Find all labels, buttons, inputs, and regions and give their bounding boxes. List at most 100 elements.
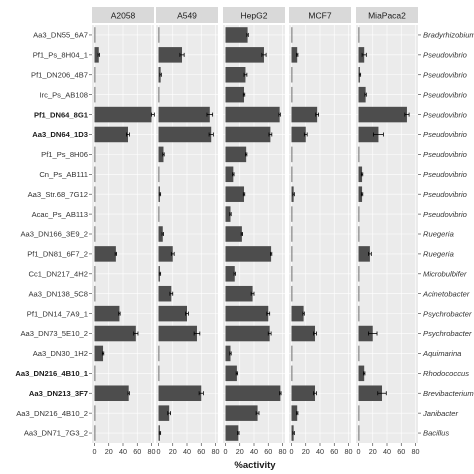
strain-label: Aa3_DN30_1H2	[33, 349, 88, 358]
bar-hepg2-18	[225, 385, 281, 402]
x-tick-label: 80	[148, 447, 156, 456]
bar-hepg2-13	[225, 285, 253, 302]
bar-mcf7-2	[291, 66, 293, 83]
bar-hepg2-3	[225, 86, 245, 103]
bar-mcf7-6	[291, 146, 293, 163]
strain-label: Aa3_DN73_5E10_2	[20, 329, 88, 338]
bar-a2058-17	[94, 365, 96, 382]
bar-hepg2-11	[225, 246, 272, 262]
bar-mcf7-7	[291, 166, 293, 183]
strain-label: Aa3_DN216_4B10_1	[15, 369, 88, 378]
genus-label: Microbulbifer	[423, 270, 467, 279]
x-tick-label: 0	[93, 447, 97, 456]
bar-a549-3	[158, 86, 160, 103]
x-tick-label: 80	[412, 447, 420, 456]
genus-label: Psychrobacter	[423, 309, 472, 318]
bar-hepg2-20	[225, 425, 239, 441]
facet-label: HepG2	[241, 11, 268, 21]
bar-miapaca2-20	[358, 425, 360, 441]
bar-miapaca2-9	[358, 206, 360, 222]
panel-hepg2: HepG2 0 20 40 60 80	[223, 7, 287, 456]
facet-strip	[92, 7, 154, 23]
bar-miapaca2-7	[358, 166, 363, 183]
strain-label: Aa3_DN138_5C8	[28, 289, 88, 298]
bar-a2058-6	[94, 146, 96, 163]
strain-label: Aa3_Str.68_7G12	[28, 190, 88, 199]
facet-strip	[223, 7, 285, 23]
bar-mcf7-3	[291, 86, 293, 103]
bar-miapaca2-13	[358, 285, 360, 302]
bar-mcf7-19	[291, 405, 298, 421]
strain-label: Aa3_DN213_3F7	[29, 389, 88, 398]
bar-mcf7-17	[291, 365, 293, 382]
genus-label: Pseudovibrio	[423, 210, 467, 219]
panel-a549: A549 0 20 40 60 80	[156, 7, 220, 456]
strain-label: Pf1_DN206_4B7	[31, 70, 88, 79]
facet-strip	[289, 7, 351, 23]
facet-label: MiaPaca2	[368, 11, 406, 21]
bar-mcf7-10	[291, 226, 293, 242]
genus-label: Pseudovibrio	[423, 70, 467, 79]
genus-label: Pseudovibrio	[423, 150, 467, 159]
bar-a2058-11	[94, 246, 116, 262]
bar-a2058-15	[94, 325, 136, 342]
bar-a549-4	[158, 106, 210, 123]
genus-label: Brevibacterium	[423, 389, 474, 398]
bar-mcf7-5	[291, 126, 306, 143]
strain-label: Pf1_DN14_7A9_1	[27, 309, 88, 318]
bar-mcf7-11	[291, 246, 293, 262]
bar-mcf7-18	[291, 385, 316, 402]
bar-a2058-9	[94, 206, 96, 222]
bar-a2058-10	[94, 226, 96, 242]
bar-mcf7-16	[291, 345, 293, 362]
bar-a2058-13	[94, 285, 96, 302]
x-axis-title: %activity	[234, 460, 276, 471]
genus-label: Ruegeria	[423, 250, 454, 259]
strain-label: Pf1_DN64_8G1	[34, 110, 89, 119]
bar-a2058-16	[94, 345, 104, 362]
x-tick-label: 60	[330, 447, 338, 456]
x-tick-label: 80	[212, 447, 220, 456]
bar-a2058-14	[94, 305, 120, 322]
x-tick-label: 40	[383, 447, 391, 456]
bar-a2058-4	[94, 106, 152, 123]
x-tick-label: 60	[133, 447, 141, 456]
bar-a549-11	[158, 246, 173, 262]
bar-miapaca2-12	[358, 266, 360, 282]
bar-a549-17	[158, 365, 160, 382]
bar-a2058-0	[94, 27, 96, 43]
bar-mcf7-9	[291, 206, 293, 222]
facet-label: A549	[177, 11, 197, 21]
facet-strip	[356, 7, 418, 23]
x-tick-label: 60	[197, 447, 205, 456]
genus-label: Psychrobacter	[423, 329, 472, 338]
x-tick-label: 80	[279, 447, 287, 456]
bar-hepg2-2	[225, 66, 246, 83]
bar-hepg2-1	[225, 47, 264, 63]
bar-a2058-12	[94, 266, 96, 282]
genus-label: Janibacter	[422, 409, 459, 418]
bar-hepg2-10	[225, 226, 242, 242]
panel-mcf7: MCF7 0 20 40 60 80	[289, 7, 353, 456]
bar-hepg2-0	[225, 27, 248, 43]
strain-label: Aa3_DN71_7G3_2	[24, 429, 88, 438]
bar-miapaca2-16	[358, 345, 360, 362]
x-tick-label: 40	[250, 447, 258, 456]
bar-miapaca2-8	[358, 186, 363, 202]
bar-a549-5	[158, 126, 212, 143]
bar-a549-7	[158, 166, 160, 183]
strain-label: Cc1_DN217_4H2	[28, 270, 88, 279]
genus-label: Pseudovibrio	[423, 190, 467, 199]
bar-miapaca2-19	[358, 405, 360, 421]
x-tick-label: 0	[224, 447, 228, 456]
strain-label: Irc_Ps_AB108	[39, 90, 88, 99]
strain-label: Pf1_Ps_8H06	[41, 150, 88, 159]
bar-a549-13	[158, 285, 172, 302]
genus-label: Pseudovibrio	[423, 110, 467, 119]
x-tick-label: 40	[119, 447, 127, 456]
bar-hepg2-7	[225, 166, 234, 183]
bar-hepg2-6	[225, 146, 247, 163]
bar-hepg2-14	[225, 305, 269, 322]
bar-miapaca2-4	[358, 106, 407, 123]
